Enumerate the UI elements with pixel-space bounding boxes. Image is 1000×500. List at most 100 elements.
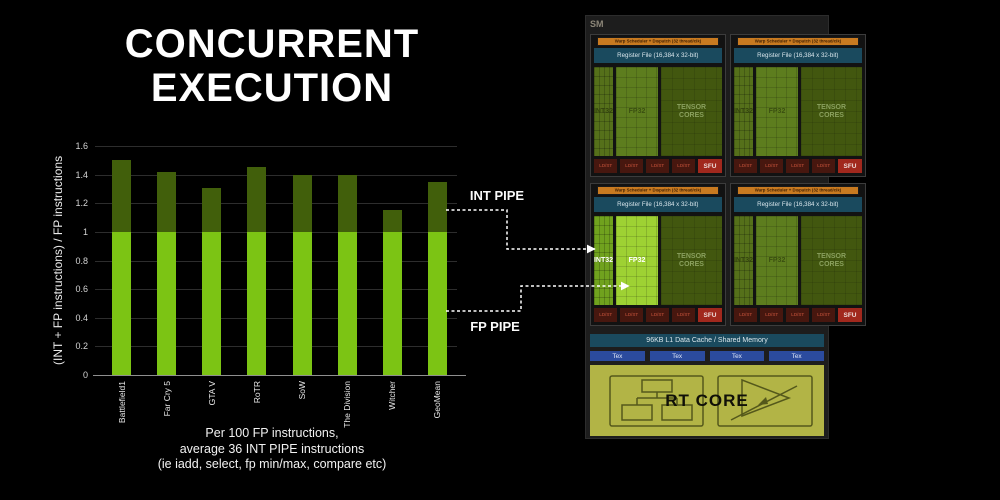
tensor-label-line2: CORES xyxy=(819,111,844,119)
rt-core-block: RT CORE xyxy=(590,365,824,436)
x-label-the-division: The Division xyxy=(342,381,353,428)
ldst-unit: LD/ST xyxy=(594,159,617,173)
caption-line-2: average 36 INT PIPE instructions xyxy=(179,441,365,456)
bar-int-segment xyxy=(247,167,267,232)
tensor-label: TENSOR CORES xyxy=(677,253,706,269)
bar-int-segment xyxy=(202,187,222,232)
sfu-unit: SFU xyxy=(837,159,862,173)
caption-line-3: (ie iadd, select, fp min/max, compare et… xyxy=(157,457,387,471)
y-tick-1.6: 1.6 xyxy=(75,141,88,151)
bar-chart-plot: 0 0.2 0.4 0.6 0.8 1 1.2 1.4 1.6 Battlefield1 Far C… xyxy=(75,141,466,428)
ldst-unit: LD/ST xyxy=(759,159,783,173)
ldst-unit: LD/ST xyxy=(759,308,783,322)
rt-core-label: RT CORE xyxy=(665,391,749,410)
ldst-label: LD/ST xyxy=(738,163,752,169)
flowchart-connectors xyxy=(636,392,678,405)
gridline-1 xyxy=(95,231,457,233)
fp32-block: FP32 xyxy=(616,67,658,156)
tensor-label-line2: CORES xyxy=(819,260,844,268)
int-pipe-arrow xyxy=(446,209,596,254)
ldst-unit: LD/ST xyxy=(811,308,835,322)
sfu-unit: SFU xyxy=(837,308,862,322)
ldst-unit: LD/ST xyxy=(646,308,669,322)
bar-fp-segment xyxy=(202,231,222,375)
register-file-label: Register File (16,384 x 32-bit) xyxy=(617,52,699,59)
bar-fp-segment xyxy=(247,231,267,375)
warp-scheduler-bar: Warp Scheduler + Dispatch (32 thread/clk… xyxy=(598,187,718,194)
ldst-label: LD/ST xyxy=(816,312,830,318)
ldst-unit: LD/ST xyxy=(733,159,757,173)
tensor-label-line2: CORES xyxy=(679,111,704,119)
ldst-unit: LD/ST xyxy=(620,308,643,322)
int32-block: INT32 xyxy=(594,216,613,305)
ldst-unit: LD/ST xyxy=(785,159,809,173)
sfu-unit: SFU xyxy=(698,159,722,173)
register-file-bar: Register File (16,384 x 32-bit) xyxy=(733,197,862,212)
ldst-unit: LD/ST xyxy=(620,159,643,173)
int32-block: INT32 xyxy=(594,67,613,156)
flowchart-left-box xyxy=(621,404,653,421)
page-title: CONCURRENT EXECUTION xyxy=(60,22,484,110)
bar-fp-segment xyxy=(157,231,177,375)
register-file-label: Register File (16,384 x 32-bit) xyxy=(757,201,839,208)
bar-fp-segment xyxy=(112,231,131,375)
ldst-label: LD/ST xyxy=(676,163,691,169)
ldst-unit: LD/ST xyxy=(811,159,835,173)
ldst-label: LD/ST xyxy=(598,163,613,169)
int32-block: INT32 xyxy=(734,216,753,305)
bar-fp-segment xyxy=(337,231,357,375)
sm-quadrant-2: Warp Scheduler + Dispatch (32 thread/clk… xyxy=(729,34,866,177)
y-tick-0.2: 0.2 xyxy=(75,341,88,352)
tex-unit-row: Tex Tex Tex Tex xyxy=(590,351,824,361)
register-file-bar: Register File (16,384 x 32-bit) xyxy=(594,48,722,63)
ldst-label: LD/ST xyxy=(816,163,830,169)
rt-ray-frame xyxy=(717,375,813,427)
execution-blocks: INT32 FP32 TENSOR CORES xyxy=(594,67,722,156)
x-label-rotr: RoTR xyxy=(251,381,262,404)
gridline-0.6 xyxy=(95,289,457,291)
rt-core-artwork xyxy=(609,375,813,427)
ldst-label: LD/ST xyxy=(790,312,804,318)
sm-quadrant-4: Warp Scheduler + Dispatch (32 thread/clk… xyxy=(729,183,866,326)
ldst-unit: LD/ST xyxy=(733,308,757,322)
gridline-1.2 xyxy=(95,203,457,205)
rt-flowchart-frame xyxy=(609,375,704,427)
ldst-label: LD/ST xyxy=(738,312,752,318)
ldst-unit: LD/ST xyxy=(672,308,695,322)
y-tick-1.2: 1.2 xyxy=(75,198,88,209)
x-label-far-cry-5: Far Cry 5 xyxy=(161,381,172,417)
bar-int-segment xyxy=(292,174,312,232)
tensor-cores-block: TENSOR CORES xyxy=(800,67,862,156)
ldst-label: LD/ST xyxy=(764,163,778,169)
ldst-sfu-row: LD/ST LD/ST LD/ST LD/ST SFU xyxy=(733,308,862,322)
y-tick-1: 1 xyxy=(82,226,88,237)
gridline-0.2 xyxy=(95,346,457,348)
chart-caption: Per 100 FP instructions, average 36 INT … xyxy=(60,426,484,473)
execution-blocks: INT32 FP32 TENSOR CORES xyxy=(594,216,722,305)
bar-int-segment xyxy=(337,174,357,232)
title-line-1: CONCURRENT xyxy=(124,22,420,66)
l1-cache-bar: 96KB L1 Data Cache / Shared Memory xyxy=(590,334,824,347)
bar-int-segment xyxy=(157,171,177,232)
execution-blocks: INT32 FP32 TENSOR CORES xyxy=(734,216,862,305)
tensor-label-line1: TENSOR xyxy=(816,103,847,111)
bar-fp-segment xyxy=(382,231,402,375)
bar-fp-segment xyxy=(292,231,312,375)
tensor-label-line2: CORES xyxy=(679,260,704,268)
register-file-bar: Register File (16,384 x 32-bit) xyxy=(594,197,722,212)
warp-scheduler-label: Warp Scheduler + Dispatch (32 thread/clk… xyxy=(754,188,842,193)
bar-fp-segment xyxy=(427,231,447,375)
tex-unit-1: Tex xyxy=(590,351,645,361)
tex-unit-4: Tex xyxy=(769,351,824,361)
y-tick-0.8: 0.8 xyxy=(75,255,88,266)
x-axis-line xyxy=(93,375,466,376)
register-file-label: Register File (16,384 x 32-bit) xyxy=(757,52,839,59)
ldst-label: LD/ST xyxy=(764,312,778,318)
tensor-cores-block: TENSOR CORES xyxy=(661,67,722,156)
x-label-geomean: GeoMean xyxy=(432,381,443,419)
ray-arrowhead-icon xyxy=(758,397,768,405)
int-pipe-label: INT PIPE xyxy=(469,188,525,203)
int32-block: INT32 xyxy=(734,67,753,156)
ray-triangle-icon xyxy=(741,378,792,418)
